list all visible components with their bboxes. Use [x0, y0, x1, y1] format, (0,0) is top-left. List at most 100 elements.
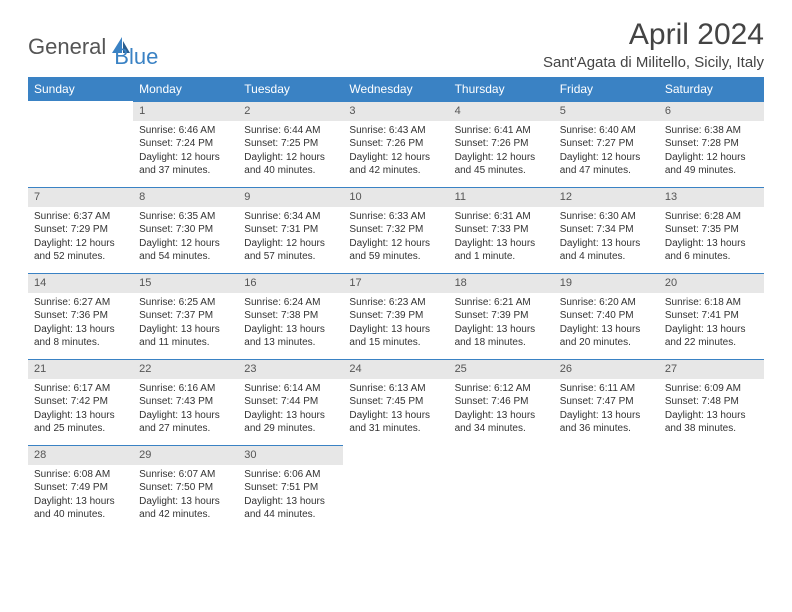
calendar-day-cell: 11Sunrise: 6:31 AMSunset: 7:33 PMDayligh…	[449, 187, 554, 273]
daylight-line1: Daylight: 12 hours	[560, 151, 653, 165]
day-details: Sunrise: 6:33 AMSunset: 7:32 PMDaylight:…	[343, 207, 448, 266]
day-details: Sunrise: 6:28 AMSunset: 7:35 PMDaylight:…	[659, 207, 764, 266]
brand-text-1: General	[28, 34, 106, 60]
sunrise-text: Sunrise: 6:30 AM	[560, 210, 653, 224]
daylight-line2: and 37 minutes.	[139, 164, 232, 178]
sunrise-text: Sunrise: 6:31 AM	[455, 210, 548, 224]
calendar-day-cell: 14Sunrise: 6:27 AMSunset: 7:36 PMDayligh…	[28, 273, 133, 359]
daylight-line1: Daylight: 13 hours	[560, 323, 653, 337]
sunset-text: Sunset: 7:24 PM	[139, 137, 232, 151]
day-number: 27	[659, 359, 764, 379]
sunrise-text: Sunrise: 6:34 AM	[244, 210, 337, 224]
calendar-day-cell: 2Sunrise: 6:44 AMSunset: 7:25 PMDaylight…	[238, 101, 343, 187]
daylight-line1: Daylight: 13 hours	[665, 409, 758, 423]
sunset-text: Sunset: 7:34 PM	[560, 223, 653, 237]
day-details: Sunrise: 6:30 AMSunset: 7:34 PMDaylight:…	[554, 207, 659, 266]
daylight-line1: Daylight: 13 hours	[244, 323, 337, 337]
day-details: Sunrise: 6:21 AMSunset: 7:39 PMDaylight:…	[449, 293, 554, 352]
daylight-line1: Daylight: 13 hours	[349, 409, 442, 423]
weekday-header: Sunday	[28, 77, 133, 101]
daylight-line2: and 6 minutes.	[665, 250, 758, 264]
day-number: 20	[659, 273, 764, 293]
day-number: 18	[449, 273, 554, 293]
day-number: 5	[554, 101, 659, 121]
sunrise-text: Sunrise: 6:21 AM	[455, 296, 548, 310]
sunset-text: Sunset: 7:35 PM	[665, 223, 758, 237]
sunset-text: Sunset: 7:39 PM	[349, 309, 442, 323]
day-number: 29	[133, 445, 238, 465]
sunrise-text: Sunrise: 6:11 AM	[560, 382, 653, 396]
daylight-line2: and 57 minutes.	[244, 250, 337, 264]
sunset-text: Sunset: 7:41 PM	[665, 309, 758, 323]
day-number: 6	[659, 101, 764, 121]
day-details: Sunrise: 6:11 AMSunset: 7:47 PMDaylight:…	[554, 379, 659, 438]
sunset-text: Sunset: 7:29 PM	[34, 223, 127, 237]
sunrise-text: Sunrise: 6:07 AM	[139, 468, 232, 482]
sunrise-text: Sunrise: 6:38 AM	[665, 124, 758, 138]
daylight-line1: Daylight: 12 hours	[244, 237, 337, 251]
day-number: 26	[554, 359, 659, 379]
calendar-day-cell: 26Sunrise: 6:11 AMSunset: 7:47 PMDayligh…	[554, 359, 659, 445]
daylight-line2: and 8 minutes.	[34, 336, 127, 350]
sunrise-text: Sunrise: 6:40 AM	[560, 124, 653, 138]
day-number: 4	[449, 101, 554, 121]
weekday-header: Monday	[133, 77, 238, 101]
day-details: Sunrise: 6:06 AMSunset: 7:51 PMDaylight:…	[238, 465, 343, 524]
calendar-day-cell	[28, 101, 133, 187]
daylight-line1: Daylight: 12 hours	[244, 151, 337, 165]
sunset-text: Sunset: 7:26 PM	[455, 137, 548, 151]
sunset-text: Sunset: 7:32 PM	[349, 223, 442, 237]
day-number: 3	[343, 101, 448, 121]
calendar-day-cell: 12Sunrise: 6:30 AMSunset: 7:34 PMDayligh…	[554, 187, 659, 273]
day-details: Sunrise: 6:27 AMSunset: 7:36 PMDaylight:…	[28, 293, 133, 352]
sunset-text: Sunset: 7:48 PM	[665, 395, 758, 409]
sunset-text: Sunset: 7:45 PM	[349, 395, 442, 409]
day-number: 10	[343, 187, 448, 207]
day-details: Sunrise: 6:08 AMSunset: 7:49 PMDaylight:…	[28, 465, 133, 524]
day-number: 2	[238, 101, 343, 121]
month-title: April 2024	[543, 18, 764, 52]
sunset-text: Sunset: 7:50 PM	[139, 481, 232, 495]
day-details: Sunrise: 6:23 AMSunset: 7:39 PMDaylight:…	[343, 293, 448, 352]
sunset-text: Sunset: 7:38 PM	[244, 309, 337, 323]
day-number: 17	[343, 273, 448, 293]
sunrise-text: Sunrise: 6:12 AM	[455, 382, 548, 396]
daylight-line2: and 44 minutes.	[244, 508, 337, 522]
calendar-day-cell: 21Sunrise: 6:17 AMSunset: 7:42 PMDayligh…	[28, 359, 133, 445]
day-number: 22	[133, 359, 238, 379]
sunrise-text: Sunrise: 6:27 AM	[34, 296, 127, 310]
day-number: 15	[133, 273, 238, 293]
daylight-line2: and 22 minutes.	[665, 336, 758, 350]
daylight-line1: Daylight: 13 hours	[139, 323, 232, 337]
day-number: 21	[28, 359, 133, 379]
day-details: Sunrise: 6:09 AMSunset: 7:48 PMDaylight:…	[659, 379, 764, 438]
sunrise-text: Sunrise: 6:46 AM	[139, 124, 232, 138]
calendar-page: General Blue April 2024 Sant'Agata di Mi…	[0, 0, 792, 549]
day-details: Sunrise: 6:12 AMSunset: 7:46 PMDaylight:…	[449, 379, 554, 438]
calendar-day-cell: 29Sunrise: 6:07 AMSunset: 7:50 PMDayligh…	[133, 445, 238, 531]
daylight-line1: Daylight: 13 hours	[244, 495, 337, 509]
day-details: Sunrise: 6:46 AMSunset: 7:24 PMDaylight:…	[133, 121, 238, 180]
day-details: Sunrise: 6:20 AMSunset: 7:40 PMDaylight:…	[554, 293, 659, 352]
day-details: Sunrise: 6:31 AMSunset: 7:33 PMDaylight:…	[449, 207, 554, 266]
day-details: Sunrise: 6:44 AMSunset: 7:25 PMDaylight:…	[238, 121, 343, 180]
daylight-line1: Daylight: 13 hours	[34, 323, 127, 337]
calendar-day-cell: 3Sunrise: 6:43 AMSunset: 7:26 PMDaylight…	[343, 101, 448, 187]
calendar-day-cell: 25Sunrise: 6:12 AMSunset: 7:46 PMDayligh…	[449, 359, 554, 445]
title-block: April 2024 Sant'Agata di Militello, Sici…	[543, 18, 764, 71]
day-number: 19	[554, 273, 659, 293]
daylight-line2: and 45 minutes.	[455, 164, 548, 178]
daylight-line2: and 25 minutes.	[34, 422, 127, 436]
calendar-day-cell: 28Sunrise: 6:08 AMSunset: 7:49 PMDayligh…	[28, 445, 133, 531]
daylight-line2: and 31 minutes.	[349, 422, 442, 436]
sunrise-text: Sunrise: 6:25 AM	[139, 296, 232, 310]
sunset-text: Sunset: 7:40 PM	[560, 309, 653, 323]
daylight-line2: and 13 minutes.	[244, 336, 337, 350]
daylight-line2: and 11 minutes.	[139, 336, 232, 350]
day-number: 16	[238, 273, 343, 293]
calendar-week-row: 7Sunrise: 6:37 AMSunset: 7:29 PMDaylight…	[28, 187, 764, 273]
daylight-line1: Daylight: 12 hours	[349, 151, 442, 165]
day-number: 7	[28, 187, 133, 207]
daylight-line2: and 15 minutes.	[349, 336, 442, 350]
sunrise-text: Sunrise: 6:16 AM	[139, 382, 232, 396]
